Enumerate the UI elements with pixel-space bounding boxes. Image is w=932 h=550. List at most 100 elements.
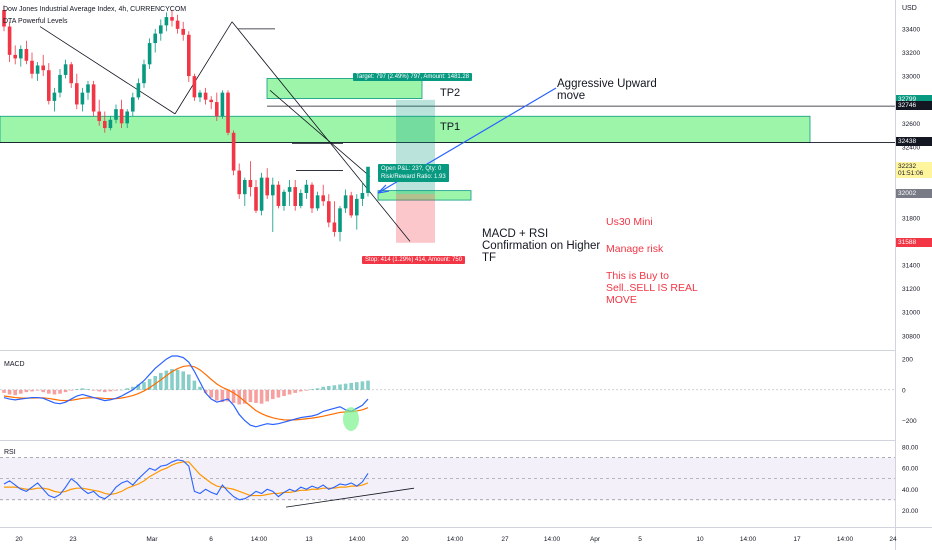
- macd-histogram-bar: [259, 389, 264, 404]
- macd-histogram-bar: [315, 388, 320, 390]
- candle-body: [366, 166, 370, 193]
- annotation-line-2: Confirmation on Higher: [482, 240, 601, 252]
- candle-body: [153, 33, 157, 44]
- candle-body: [226, 92, 230, 133]
- macd-histogram-bar: [147, 379, 152, 390]
- candle-body: [192, 76, 197, 98]
- macd-histogram-bar: [265, 389, 269, 402]
- price-tick-label: 30800: [902, 333, 920, 340]
- zone-entry: [377, 190, 472, 201]
- macd-histogram-bar: [226, 389, 230, 402]
- macd-histogram-bar: [153, 376, 157, 390]
- price-badge: 32002: [896, 188, 932, 198]
- macd-histogram-bar: [321, 386, 325, 390]
- price-badge: 31588: [896, 237, 932, 247]
- stop-zone: [396, 193, 435, 243]
- candle-body: [2, 10, 6, 27]
- macd-histogram-bar: [338, 384, 342, 390]
- candle-body: [108, 119, 113, 129]
- candle-body: [310, 184, 314, 209]
- annotation-line-3: TF: [482, 252, 497, 264]
- candle-body: [243, 180, 247, 195]
- candle-body: [24, 48, 29, 61]
- macd-pane: 200 0 −200: [0, 355, 917, 432]
- macd-histogram-bar: [276, 389, 281, 398]
- macd-histogram-bar: [170, 369, 174, 390]
- note-us30: Us30 Mini: [606, 216, 653, 228]
- time-tick-label: 20: [15, 536, 23, 543]
- candle-body: [114, 109, 118, 120]
- candle-body: [80, 92, 85, 105]
- macd-histogram-bar: [47, 389, 51, 394]
- macd-histogram-bar: [287, 389, 292, 395]
- candle-body: [41, 65, 45, 71]
- macd-histogram-bar: [192, 380, 197, 390]
- time-tick-label: 24: [889, 536, 897, 543]
- rsi-tick-label: 40.00: [902, 487, 919, 494]
- time-tick-label: 14:00: [251, 536, 268, 543]
- candle-body: [343, 195, 348, 209]
- annotation-line-2: move: [557, 90, 586, 102]
- trendline: [39, 26, 176, 115]
- candle-body: [355, 198, 359, 216]
- candle-body: [147, 43, 152, 65]
- time-tick-label: 13: [305, 536, 313, 543]
- price-badge: 32232 01:51:06: [896, 161, 932, 178]
- price-tick-label: 31400: [902, 263, 920, 270]
- time-tick-label: Apr: [590, 536, 601, 543]
- macd-histogram-bar: [310, 389, 314, 390]
- candle-body: [19, 48, 23, 59]
- macd-tick-label: 0: [902, 387, 906, 394]
- macd-histogram-bar: [30, 389, 34, 392]
- macd-histogram-bar: [80, 388, 85, 390]
- candle-body: [315, 195, 320, 209]
- candle-body: [131, 97, 135, 112]
- macd-histogram-bar: [332, 385, 337, 390]
- price-tick-label: 33200: [902, 50, 920, 57]
- candle-body: [360, 192, 365, 199]
- candle-body: [175, 20, 180, 29]
- zone-tp1: [0, 115, 811, 143]
- candle-body: [332, 222, 337, 232]
- macd-histogram-bar: [220, 389, 225, 403]
- candle-body: [97, 111, 101, 121]
- candle-body: [13, 54, 17, 59]
- symbol-title: Dow Jones Industrial Average Index, 4h, …: [3, 6, 187, 13]
- candle-body: [209, 99, 213, 103]
- note-line-2: Sell..SELL IS REAL: [606, 282, 698, 294]
- macd-histogram-bar: [97, 389, 101, 392]
- macd-histogram-bar: [52, 389, 57, 395]
- macd-histogram-bar: [293, 389, 297, 393]
- macd-histogram-bar: [282, 389, 286, 396]
- tp1-label: TP1: [440, 121, 461, 133]
- rsi-title: RSI: [4, 449, 16, 456]
- candle-body: [164, 17, 169, 26]
- annotation-macd-rsi: MACD + RSI Confirmation on Higher TF: [482, 228, 600, 264]
- time-tick-label: 14:00: [544, 536, 561, 543]
- macd-histogram-bar: [35, 389, 40, 391]
- macd-histogram-bar: [136, 384, 141, 390]
- macd-histogram-bar: [231, 389, 236, 403]
- macd-histogram-bar: [58, 389, 62, 394]
- candle-body: [47, 70, 51, 101]
- macd-histogram-bar: [91, 389, 96, 391]
- candle-body: [63, 64, 68, 75]
- candle-body: [142, 64, 146, 84]
- note-buy-sell: This is Buy to Sell..SELL IS REAL MOVE: [606, 270, 698, 306]
- trendline: [269, 89, 371, 177]
- candle-body: [248, 180, 253, 188]
- time-tick-label: 17: [793, 536, 801, 543]
- candle-body: [181, 28, 185, 35]
- macd-histogram-bar: [108, 389, 113, 392]
- rsi-ma-line: [4, 461, 369, 497]
- price-candles: [2, 5, 370, 242]
- macd-cross-highlight: [343, 407, 359, 432]
- time-tick-label: 14:00: [837, 536, 854, 543]
- candle-body: [103, 120, 107, 129]
- tp2-label: TP2: [440, 87, 461, 99]
- candle-body: [52, 92, 57, 101]
- candle-body: [7, 26, 12, 55]
- candle-body: [220, 92, 225, 117]
